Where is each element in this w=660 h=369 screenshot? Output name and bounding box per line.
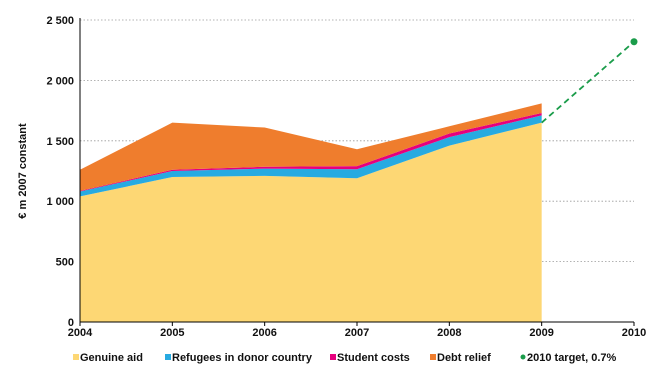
area-series-4: [80, 103, 542, 191]
legend-item-4: Debt relief: [430, 352, 491, 364]
legend-label: Refugees in donor country: [172, 352, 313, 364]
x-tick-labels: 2004 2005 2006 2007 2008 2009 2010: [68, 327, 646, 339]
y-tick-label-500: 500: [56, 257, 74, 269]
legend-swatch: [165, 354, 171, 360]
legend-label: Debt relief: [437, 352, 491, 364]
legend-item-1: Genuine aid: [73, 352, 143, 364]
legend-swatch: [430, 354, 436, 360]
axes: [79, 18, 635, 326]
x-tick-label-2005: 2005: [160, 327, 184, 339]
legend-swatch: [330, 354, 336, 360]
legend-swatch: [73, 354, 79, 360]
legend-item-3: Student costs: [330, 352, 410, 364]
legend-item-5: 2010 target, 0.7%: [520, 352, 616, 364]
y-tick-labels: 0 500 1 000 1 500 2 000 2 500: [46, 15, 74, 329]
y-tick-label-2500: 2 500: [46, 15, 74, 27]
y-tick-label-1500: 1 500: [46, 136, 74, 148]
stacked-areas: [80, 103, 542, 323]
x-tick-label-2007: 2007: [345, 327, 369, 339]
legend-swatch: [520, 354, 526, 360]
area-series-1: [80, 122, 542, 323]
x-tick-label-2009: 2009: [529, 327, 553, 339]
y-axis-label: € m 2007 constant: [17, 123, 29, 219]
legend: Genuine aid Refugees in donor country Stud…: [73, 352, 616, 364]
x-tick-label-2008: 2008: [437, 327, 461, 339]
y-tick-label-1000: 1 000: [46, 196, 74, 208]
x-tick-label-2004: 2004: [68, 327, 93, 339]
x-tick-label-2006: 2006: [252, 327, 276, 339]
legend-label: Student costs: [337, 352, 410, 364]
target-projection: [541, 38, 638, 124]
y-tick-label-2000: 2 000: [46, 75, 74, 87]
target-line: [541, 41, 635, 124]
target-point: [630, 38, 638, 46]
legend-item-2: Refugees in donor country: [165, 352, 313, 364]
area-series-2: [80, 115, 542, 197]
legend-label: 2010 target, 0.7%: [527, 352, 616, 364]
legend-label: Genuine aid: [80, 352, 143, 364]
x-tick-label-2010: 2010: [622, 327, 646, 339]
y-tick-label-0: 0: [68, 317, 74, 329]
